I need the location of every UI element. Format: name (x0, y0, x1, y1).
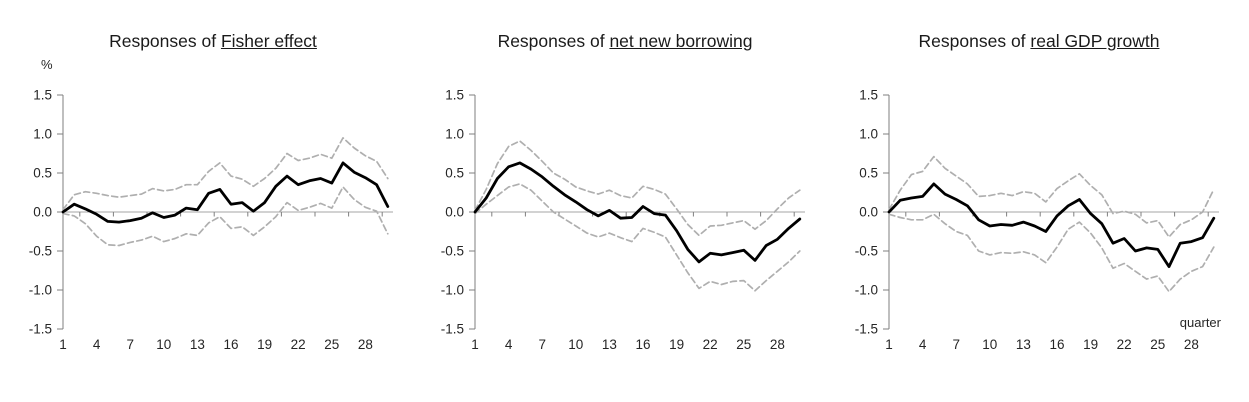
y-axis-tick-label: 0.5 (33, 166, 52, 181)
x-axis-tick-label: 4 (505, 337, 513, 352)
chart-title-variable: real GDP growth (1030, 31, 1160, 51)
series-lower-confidence-band (888, 213, 1215, 293)
y-axis-tick-label: 1.0 (33, 127, 52, 142)
x-axis-tick-label: 4 (93, 337, 101, 352)
y-axis-tick-label: -1.0 (441, 283, 464, 298)
series-point-estimate (887, 182, 1216, 269)
x-axis-tick-label: 10 (156, 337, 171, 352)
line-chart-real-gdp-growth: 1.5 1.0 0.5 0.0 -0.5 -1.0 -1.5 1 4 7 10 13 16 19 22 25 2… (855, 88, 1222, 353)
x-axis-tick-label: 13 (190, 337, 205, 352)
x-axis-tick-label: 19 (257, 337, 272, 352)
x-axis-tick-label: 28 (1184, 337, 1199, 352)
x-axis-tick-label: 25 (736, 337, 751, 352)
y-axis-unit-label: % (41, 57, 53, 72)
x-axis-tick-label: 4 (919, 337, 927, 352)
y-axis-tick-label: 0.5 (859, 166, 878, 181)
x-axis-tick-label: 13 (1016, 337, 1031, 352)
x-axis-tick-label: 16 (635, 337, 650, 352)
y-axis-tick-label: -1.5 (29, 322, 52, 337)
x-axis-tick-label: 19 (669, 337, 684, 352)
chart-title-prefix: Responses of (918, 31, 1031, 51)
x-axis-tick-label: 25 (324, 337, 339, 352)
chart-title-prefix: Responses of (497, 31, 610, 51)
series-upper-confidence-band (62, 137, 389, 211)
chart-panel-net-new-borrowing: Responses of net new borrowing 1.5 1.0 0.5… (420, 0, 830, 402)
y-axis-tick-label: 1.5 (33, 88, 52, 103)
series-point-estimate (473, 161, 802, 264)
x-axis-tick-label: 10 (568, 337, 583, 352)
chart-title-variable: Fisher effect (220, 31, 317, 51)
x-axis-tick-label: 22 (703, 337, 718, 352)
chart-panel-fisher-effect: Responses of Fisher effect % 1.5 1.0 0.5 0.… (8, 0, 418, 402)
series-upper-confidence-band (474, 140, 801, 237)
chart-title-variable: net new borrowing (609, 31, 753, 51)
chart-title: Responses of net new borrowing (420, 31, 830, 52)
y-axis-tick-label: -1.0 (855, 283, 878, 298)
y-axis-tick-label: -1.5 (855, 322, 878, 337)
x-axis-tick-label: 10 (982, 337, 997, 352)
chart-panel-real-gdp-growth: Responses of real GDP growth 1.5 1.0 0.5 0.… (834, 0, 1244, 402)
chart-title-prefix: Responses of (109, 31, 221, 51)
x-axis-tick-label: 28 (770, 337, 785, 352)
y-axis-tick-label: 1.5 (445, 88, 464, 103)
y-axis-tick-label: -1.5 (441, 322, 464, 337)
x-axis-tick-label: 22 (291, 337, 306, 352)
x-axis-tick-label: 7 (538, 337, 546, 352)
x-axis-tick-label: 1 (59, 337, 67, 352)
x-axis-tick-label: 25 (1150, 337, 1165, 352)
chart-title: Responses of Fisher effect (8, 31, 418, 52)
y-axis-tick-label: 0.5 (445, 166, 464, 181)
line-chart-fisher-effect: 1.5 1.0 0.5 0.0 -0.5 -1.0 -1.5 1 4 7 10 13 16 19 22 25 2… (29, 88, 393, 352)
x-axis-tick-label: 7 (952, 337, 960, 352)
y-axis-tick-label: -0.5 (855, 244, 878, 259)
series-lower-confidence-band (474, 183, 801, 292)
x-axis-tick-label: 13 (602, 337, 617, 352)
y-axis-tick-label: 0.0 (859, 205, 878, 220)
x-axis-tick-label: 16 (223, 337, 238, 352)
x-axis-tick-label: 7 (126, 337, 134, 352)
chart-title: Responses of real GDP growth (834, 31, 1244, 52)
y-axis-tick-label: 0.0 (445, 205, 464, 220)
y-axis-tick-label: -1.0 (29, 283, 52, 298)
series-point-estimate (61, 161, 390, 224)
x-axis-tick-label: 19 (1083, 337, 1098, 352)
x-axis-tick-label: 1 (471, 337, 479, 352)
y-axis-tick-label: 1.5 (859, 88, 878, 103)
y-axis-tick-label: 0.0 (33, 205, 52, 220)
x-axis-title: quarter (1180, 315, 1222, 330)
y-axis-tick-label: 1.0 (445, 127, 464, 142)
y-axis-tick-label: 1.0 (859, 127, 878, 142)
series-upper-confidence-band (888, 155, 1215, 238)
x-axis-tick-label: 28 (358, 337, 373, 352)
series-lower-confidence-band (62, 186, 389, 247)
x-axis-tick-label: 22 (1117, 337, 1132, 352)
line-chart-net-new-borrowing: 1.5 1.0 0.5 0.0 -0.5 -1.0 -1.5 1 4 7 10 13 16 19 22 25 2… (441, 88, 805, 352)
x-axis-tick-label: 16 (1049, 337, 1064, 352)
y-axis-tick-label: -0.5 (29, 244, 52, 259)
x-axis-tick-label: 1 (885, 337, 893, 352)
y-axis-tick-label: -0.5 (441, 244, 464, 259)
